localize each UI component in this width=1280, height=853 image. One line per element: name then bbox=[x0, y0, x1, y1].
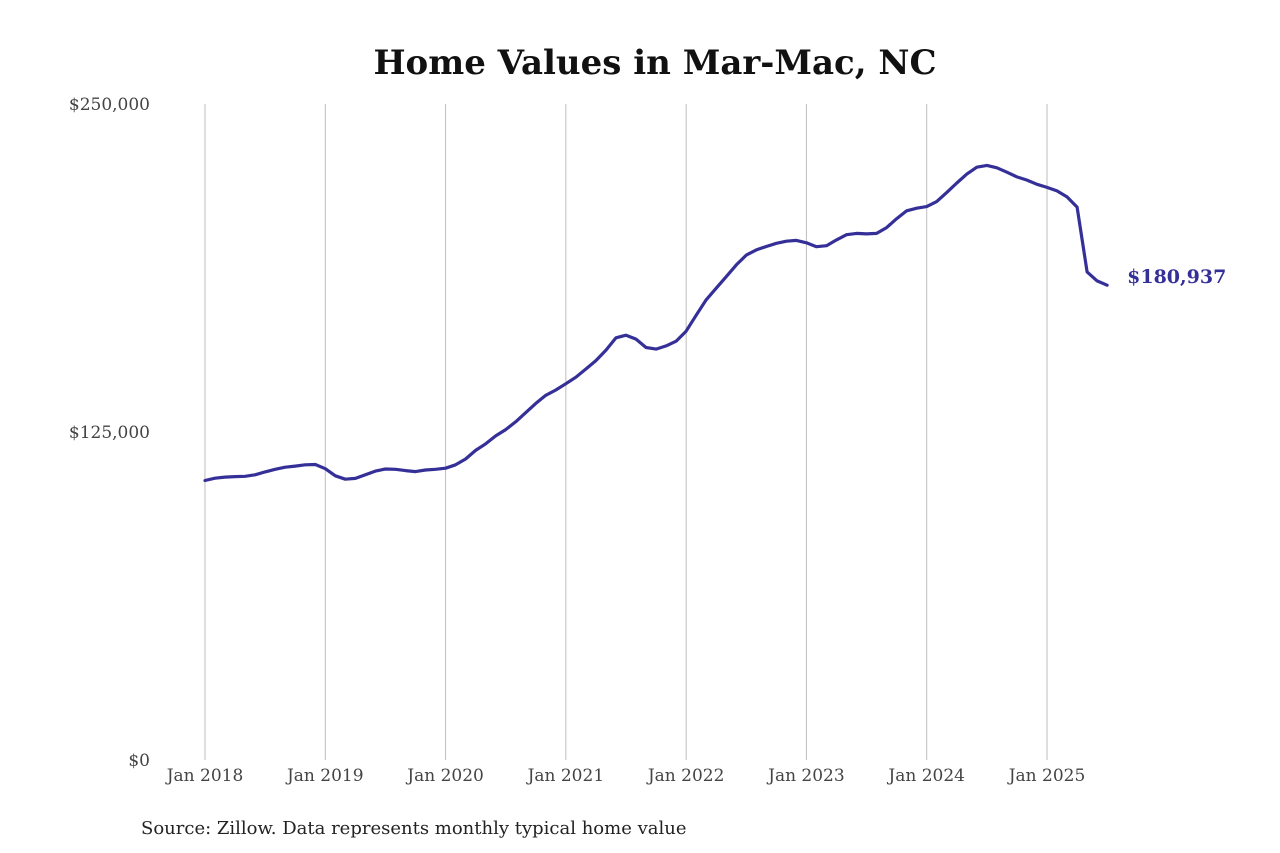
y-tick-label: $250,000 bbox=[69, 95, 150, 115]
x-tick-label: Jan 2025 bbox=[1007, 766, 1086, 786]
y-axis-ticks: $0 $125,000 $250,000 bbox=[69, 95, 150, 771]
x-tick-label: Jan 2023 bbox=[766, 766, 845, 786]
y-tick-label: $125,000 bbox=[69, 423, 150, 443]
chart-title: Home Values in Mar-Mac, NC bbox=[373, 43, 936, 83]
x-gridlines bbox=[204, 104, 1048, 760]
x-tick-label: Jan 2018 bbox=[165, 766, 244, 786]
x-tick-label: Jan 2021 bbox=[526, 766, 605, 786]
x-axis-ticks: Jan 2018 Jan 2019 Jan 2020 Jan 2021 Jan 2022… bbox=[165, 766, 1086, 786]
y-tick-label: $0 bbox=[128, 751, 150, 771]
x-tick-label: Jan 2024 bbox=[886, 766, 965, 786]
source-note: Source: Zillow. Data represents monthly … bbox=[141, 818, 687, 839]
x-tick-label: Jan 2020 bbox=[405, 766, 484, 786]
x-tick-label: Jan 2022 bbox=[646, 766, 725, 786]
x-tick-label: Jan 2019 bbox=[285, 766, 364, 786]
end-value-label: $180,937 bbox=[1127, 266, 1226, 288]
series-line bbox=[203, 163, 1109, 483]
